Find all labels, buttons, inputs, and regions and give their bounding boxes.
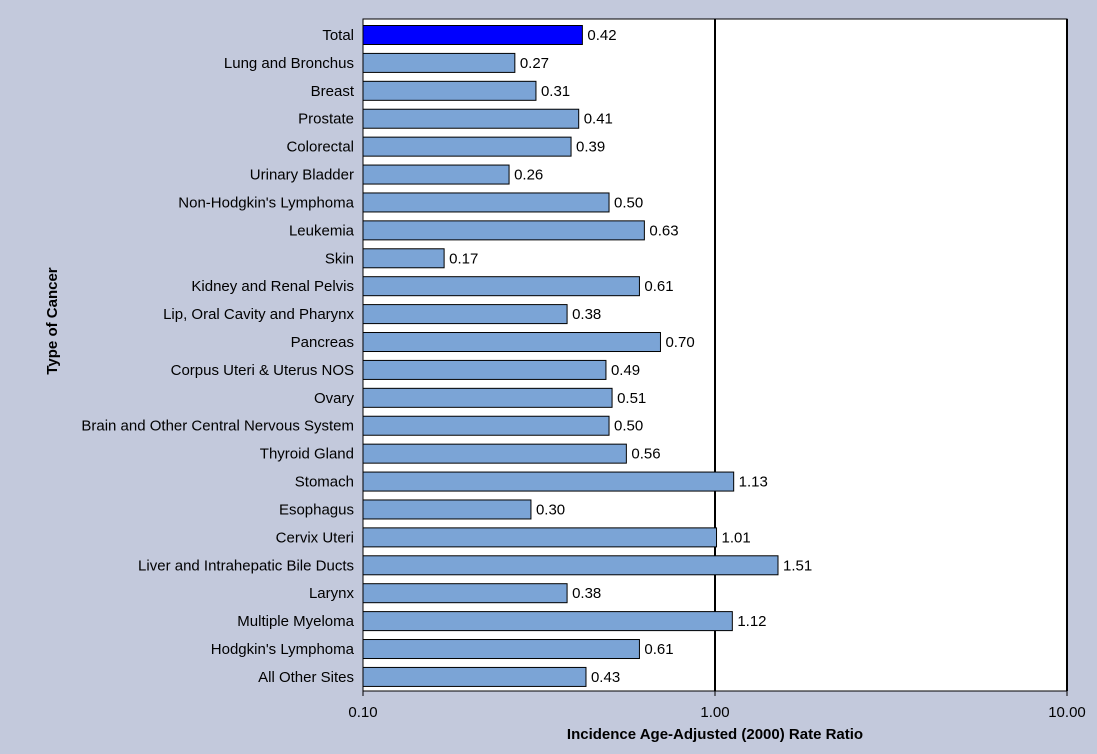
bar — [362, 164, 510, 185]
chart-frame: Total Lung and Bronchus Breast Prostate Colo… — [6, 6, 1092, 750]
bar — [362, 192, 610, 213]
category-label: Total — [322, 27, 354, 44]
data-label: 0.27 — [520, 55, 549, 72]
data-label: 0.63 — [649, 222, 678, 239]
bar — [362, 332, 661, 353]
category-label: Cervix Uteri — [276, 529, 354, 546]
bar — [362, 471, 735, 492]
category-label: Breast — [311, 83, 355, 100]
bar — [362, 304, 568, 325]
bar — [362, 52, 516, 73]
category-label: Thyroid Gland — [260, 446, 354, 463]
bar — [362, 80, 537, 101]
data-label: 0.38 — [572, 585, 601, 602]
data-label: 0.38 — [572, 306, 601, 323]
data-label: 0.49 — [611, 362, 640, 379]
data-label: 0.26 — [514, 167, 543, 184]
category-label: Pancreas — [291, 334, 354, 351]
category-label: Leukemia — [289, 222, 355, 239]
category-label: Ovary — [314, 390, 355, 407]
bar — [362, 443, 627, 464]
bars — [362, 25, 779, 687]
bar — [362, 136, 572, 157]
data-label: 0.56 — [631, 446, 660, 463]
category-label: Prostate — [298, 111, 354, 128]
data-label: 0.61 — [644, 278, 673, 295]
category-label: Urinary Bladder — [250, 167, 354, 184]
data-label: 0.61 — [644, 641, 673, 658]
bar — [362, 415, 610, 436]
category-label: Liver and Intrahepatic Bile Ducts — [138, 557, 354, 574]
category-label: Kidney and Renal Pelvis — [191, 278, 354, 295]
data-label: 0.39 — [576, 139, 605, 156]
data-label: 1.12 — [737, 613, 766, 630]
y-axis-title: Type of Cancer — [44, 267, 61, 374]
category-label: Hodgkin's Lymphoma — [211, 641, 355, 658]
category-label: Brain and Other Central Nervous System — [81, 418, 354, 435]
data-label: 0.70 — [665, 334, 694, 351]
data-label: 0.41 — [584, 111, 613, 128]
bar — [362, 499, 532, 520]
category-label: Stomach — [295, 474, 354, 491]
x-tick-label: 0.10 — [348, 704, 377, 721]
category-label: Esophagus — [279, 501, 354, 518]
category-label: Larynx — [309, 585, 355, 602]
bar — [362, 276, 640, 297]
category-label: Lip, Oral Cavity and Pharynx — [163, 306, 354, 323]
data-label: 0.17 — [449, 250, 478, 267]
x-tick-label: 10.00 — [1048, 704, 1086, 721]
category-label: Skin — [325, 250, 354, 267]
bar — [362, 666, 587, 687]
category-label: Multiple Myeloma — [237, 613, 354, 630]
category-label: Non-Hodgkin's Lymphoma — [178, 194, 354, 211]
category-label: Corpus Uteri & Uterus NOS — [171, 362, 354, 379]
data-label: 0.42 — [587, 27, 616, 44]
data-label: 0.30 — [536, 501, 565, 518]
bar — [362, 248, 445, 269]
category-label: Lung and Bronchus — [224, 55, 354, 72]
bar — [362, 387, 613, 408]
data-label: 0.43 — [591, 669, 620, 686]
bar — [362, 583, 568, 604]
bar — [362, 611, 733, 632]
bar — [362, 359, 607, 380]
data-label: 1.51 — [783, 557, 812, 574]
data-label: 0.50 — [614, 194, 643, 211]
data-label: 0.51 — [617, 390, 646, 407]
category-labels: Total Lung and Bronchus Breast Prostate Colo… — [81, 27, 354, 686]
bar — [362, 220, 645, 241]
value-labels: 0.42 0.27 0.31 0.41 0.39 0.26 0.50 0.63 0.17 0.61… — [449, 27, 812, 686]
data-label: 0.50 — [614, 418, 643, 435]
gridlines — [714, 19, 1068, 691]
rate-ratio-bar-chart: Total Lung and Bronchus Breast Prostate Colo… — [44, 18, 1086, 743]
bar — [362, 639, 640, 660]
x-tick-label: 1.00 — [700, 704, 729, 721]
x-axis-ticks: 0.10 1.00 10.00 — [348, 691, 1086, 721]
data-label: 1.01 — [722, 529, 751, 546]
bar — [362, 108, 580, 129]
data-label: 0.31 — [541, 83, 570, 100]
data-label: 1.13 — [739, 474, 768, 491]
bar — [362, 25, 583, 45]
bar — [362, 527, 718, 548]
category-label: All Other Sites — [258, 669, 354, 686]
category-label: Colorectal — [286, 139, 354, 156]
bar — [362, 555, 779, 576]
x-axis-title: Incidence Age-Adjusted (2000) Rate Ratio — [567, 726, 863, 743]
